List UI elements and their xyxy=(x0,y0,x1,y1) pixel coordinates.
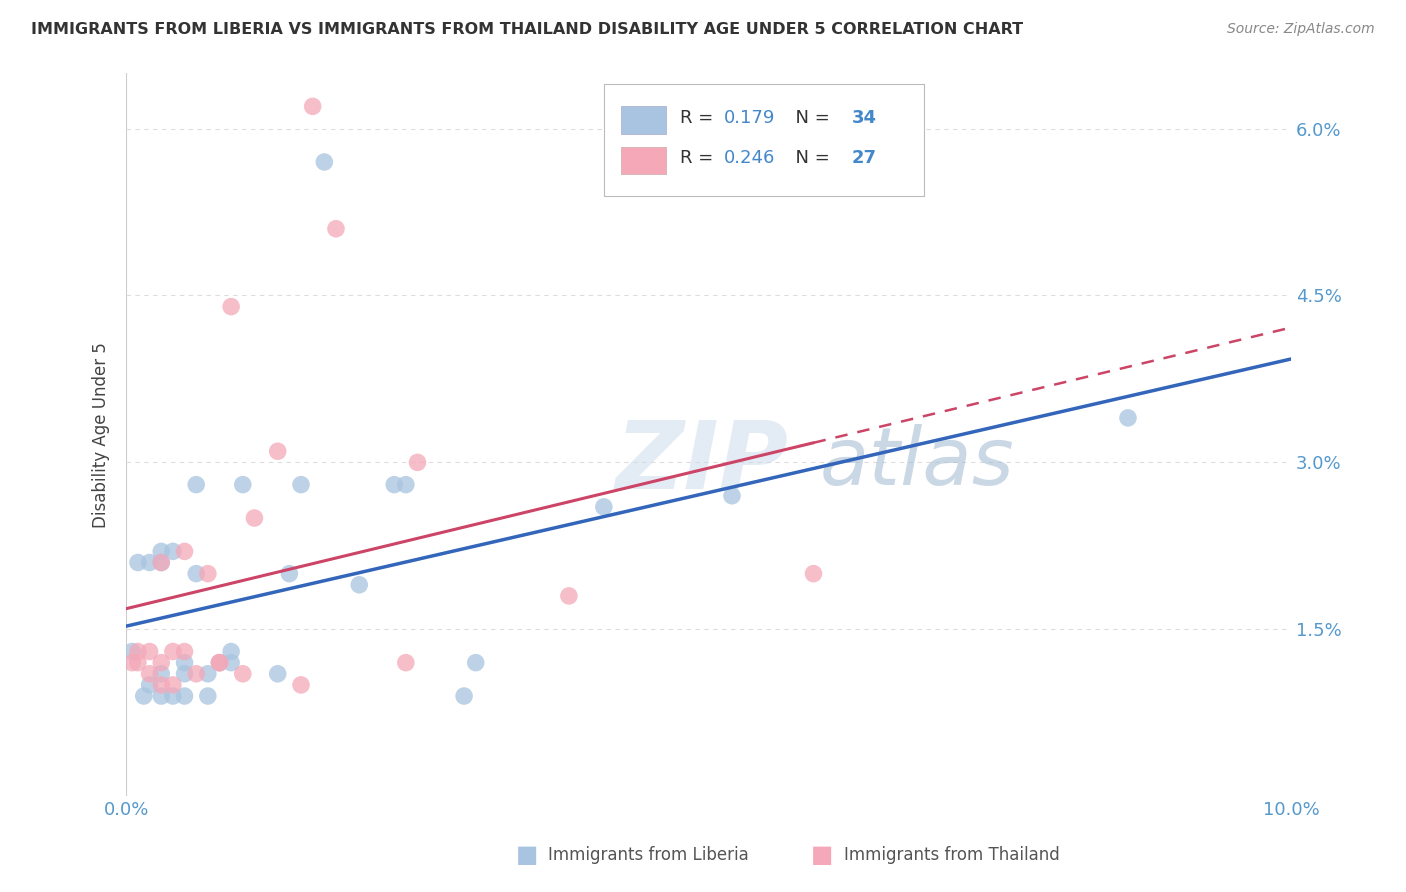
Point xyxy=(721,489,744,503)
Point xyxy=(314,155,336,169)
Point xyxy=(132,689,155,703)
Y-axis label: Disability Age Under 5: Disability Age Under 5 xyxy=(93,342,110,527)
Point xyxy=(197,666,219,681)
Point xyxy=(290,477,312,491)
Point xyxy=(208,656,231,670)
Point xyxy=(173,656,195,670)
Text: atlas: atlas xyxy=(820,425,1014,502)
Point xyxy=(301,99,323,113)
Point xyxy=(173,544,195,558)
Point xyxy=(219,656,242,670)
Point xyxy=(464,656,486,670)
Point xyxy=(803,566,825,581)
Point xyxy=(173,644,195,658)
Point xyxy=(127,644,149,658)
Text: 34: 34 xyxy=(852,109,877,127)
Point xyxy=(150,689,173,703)
Point xyxy=(197,689,219,703)
Text: ■: ■ xyxy=(516,843,538,866)
Point xyxy=(138,644,160,658)
Point xyxy=(278,566,301,581)
Point xyxy=(592,500,614,514)
Point xyxy=(406,455,429,469)
Point xyxy=(395,656,418,670)
Text: 0.246: 0.246 xyxy=(724,149,775,168)
Point xyxy=(138,556,160,570)
Point xyxy=(173,666,195,681)
Point xyxy=(162,544,184,558)
Point xyxy=(232,666,254,681)
Point xyxy=(243,511,266,525)
Text: 0.179: 0.179 xyxy=(724,109,775,127)
Text: Immigrants from Liberia: Immigrants from Liberia xyxy=(548,846,749,863)
Point xyxy=(162,689,184,703)
Point xyxy=(267,666,290,681)
Point xyxy=(219,300,242,314)
Text: ZIP: ZIP xyxy=(616,417,789,509)
Point xyxy=(395,477,418,491)
Point xyxy=(162,678,184,692)
Point xyxy=(173,689,195,703)
Point xyxy=(453,689,475,703)
Point xyxy=(138,678,160,692)
Point xyxy=(197,566,219,581)
Text: N =: N = xyxy=(785,149,837,168)
Point xyxy=(150,544,173,558)
Text: R =: R = xyxy=(679,149,718,168)
Point xyxy=(150,678,173,692)
Text: IMMIGRANTS FROM LIBERIA VS IMMIGRANTS FROM THAILAND DISABILITY AGE UNDER 5 CORRE: IMMIGRANTS FROM LIBERIA VS IMMIGRANTS FR… xyxy=(31,22,1024,37)
Point xyxy=(127,556,149,570)
Point xyxy=(186,566,208,581)
Point xyxy=(150,666,173,681)
Point xyxy=(186,477,208,491)
Text: Source: ZipAtlas.com: Source: ZipAtlas.com xyxy=(1227,22,1375,37)
Point xyxy=(232,477,254,491)
FancyBboxPatch shape xyxy=(621,147,665,174)
Point xyxy=(558,589,581,603)
Point xyxy=(127,656,149,670)
Text: ■: ■ xyxy=(811,843,834,866)
Point xyxy=(290,678,312,692)
Text: R =: R = xyxy=(679,109,718,127)
Point xyxy=(186,666,208,681)
Point xyxy=(1116,410,1139,425)
Point xyxy=(121,644,143,658)
FancyBboxPatch shape xyxy=(621,106,665,134)
FancyBboxPatch shape xyxy=(603,84,924,196)
Text: Immigrants from Thailand: Immigrants from Thailand xyxy=(844,846,1059,863)
Text: N =: N = xyxy=(785,109,837,127)
Point xyxy=(267,444,290,458)
Point xyxy=(208,656,231,670)
Point xyxy=(382,477,405,491)
Point xyxy=(349,578,371,592)
Point xyxy=(208,656,231,670)
Point xyxy=(150,556,173,570)
Point xyxy=(162,644,184,658)
Text: 27: 27 xyxy=(852,149,877,168)
Point xyxy=(121,656,143,670)
Point xyxy=(150,556,173,570)
Point xyxy=(150,656,173,670)
Point xyxy=(325,221,347,235)
Point xyxy=(138,666,160,681)
Point xyxy=(219,644,242,658)
